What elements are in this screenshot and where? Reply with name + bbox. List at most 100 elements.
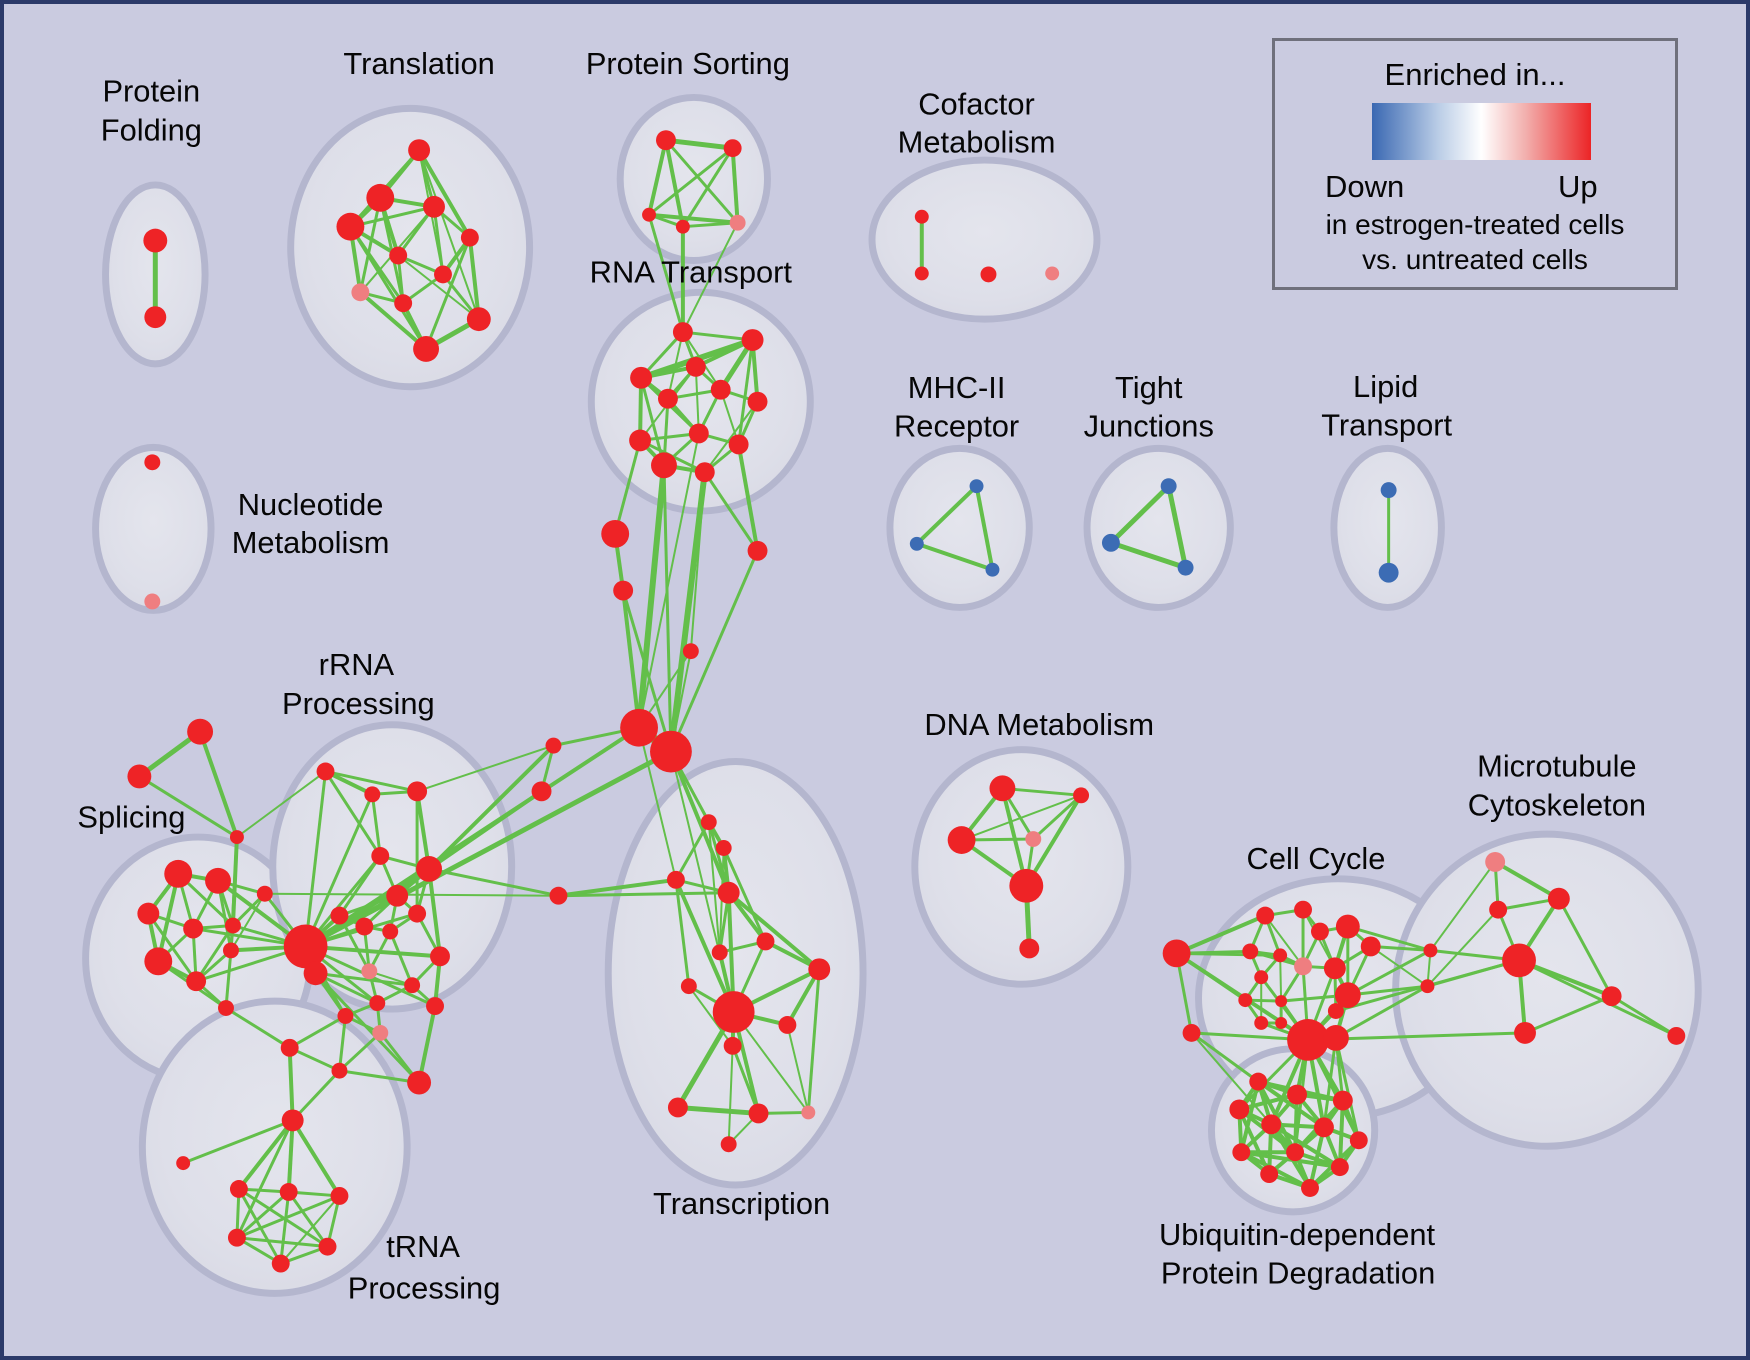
cluster-ellipse-nucleotide-metabolism [92,443,215,614]
network-node [1360,936,1381,957]
network-node [675,219,690,234]
network-edge [674,821,711,881]
network-node [741,329,764,351]
network-node [1232,1143,1251,1162]
network-edge [1110,540,1187,571]
network-edge [621,590,673,753]
network-node [1313,1117,1334,1138]
network-edge [427,868,442,957]
network-node [355,917,374,936]
network-edge [703,471,759,552]
network-node [144,593,161,610]
network-node [1162,939,1191,968]
network-node [1073,787,1090,804]
network-node [205,867,231,894]
network-node [667,1097,688,1118]
network-node [711,944,728,961]
network-edge [1429,861,1496,951]
network-node [127,764,152,789]
network-node [382,923,399,940]
network-node [1019,938,1040,959]
network-node [1229,1099,1250,1120]
network-edge [682,221,738,229]
cluster-label-cofactor-metabolism: Metabolism [898,124,1056,159]
network-node [1485,851,1506,872]
network-edge [291,1069,341,1122]
network-edge [737,339,755,445]
network-node [460,228,479,247]
network-edge [289,1046,341,1073]
network-edge [358,197,382,293]
network-edge [681,222,739,333]
network-edge [703,401,759,473]
network-node [176,1156,191,1171]
network-node [186,971,207,992]
network-edge [1190,1032,1272,1126]
network-edge [338,1031,382,1072]
cluster-label-rrna-processing: rRNA [319,647,395,682]
cluster-label-protein-folding: Folding [101,112,202,147]
network-node [1275,1017,1288,1029]
network-node [224,917,241,934]
network-edge [621,590,642,728]
network-edge [397,254,480,320]
network-edge [236,1236,328,1249]
network-node [413,336,440,362]
network-node [1260,1165,1279,1184]
network-edge [1166,485,1189,569]
cluster-label-splicing: Splicing [77,799,185,834]
legend: Enriched in... Down Up in estrogen-treat… [1272,38,1678,290]
legend-gradient-bar [1372,103,1591,160]
network-node [1378,562,1399,583]
network-node [1261,1114,1282,1135]
network-edge [235,1119,295,1239]
network-edge [662,465,673,752]
network-node [408,904,427,923]
network-node [144,947,173,976]
network-node [386,884,409,907]
network-node [747,540,768,561]
network-edge [1322,1037,1338,1128]
network-edge [350,205,435,229]
network-node [222,942,239,959]
network-node [1254,1016,1269,1030]
legend-title: Enriched in... [1384,57,1566,92]
network-node [1101,533,1120,552]
network-node [423,195,445,218]
network-edge [236,770,327,838]
network-edge [707,821,731,894]
network-node [144,306,167,329]
network-node [394,294,413,313]
cluster-label-nucleotide-metabolism: Metabolism [232,525,390,560]
network-node [407,1070,432,1095]
network-node [969,479,984,494]
network-edge [418,149,480,320]
network-edge [727,891,821,971]
network-node [801,1105,816,1120]
network-node [1327,1003,1344,1019]
network-node [426,997,444,1016]
network-edge [156,873,181,962]
network-edge [428,867,559,898]
network-node [1423,943,1438,958]
network-node [1323,957,1346,980]
network-node [318,1237,337,1256]
cluster-label-tight-junctions: Junctions [1084,409,1214,444]
network-node [909,536,924,551]
network-edge [286,1120,295,1193]
network-node [680,978,697,995]
cluster-ellipse-cofactor-metabolism [868,156,1101,323]
network-node [808,958,831,981]
network-node [720,1136,737,1153]
network-edge [1334,1037,1361,1141]
network-node [1254,970,1269,985]
network-edge [1032,794,1083,841]
network-node [1332,1090,1353,1111]
network-edge [182,1119,294,1165]
network-edge [1610,994,1678,1038]
network-node [303,961,328,986]
network-edge [558,891,729,898]
network-node [778,1016,797,1034]
network-node [1273,948,1288,963]
